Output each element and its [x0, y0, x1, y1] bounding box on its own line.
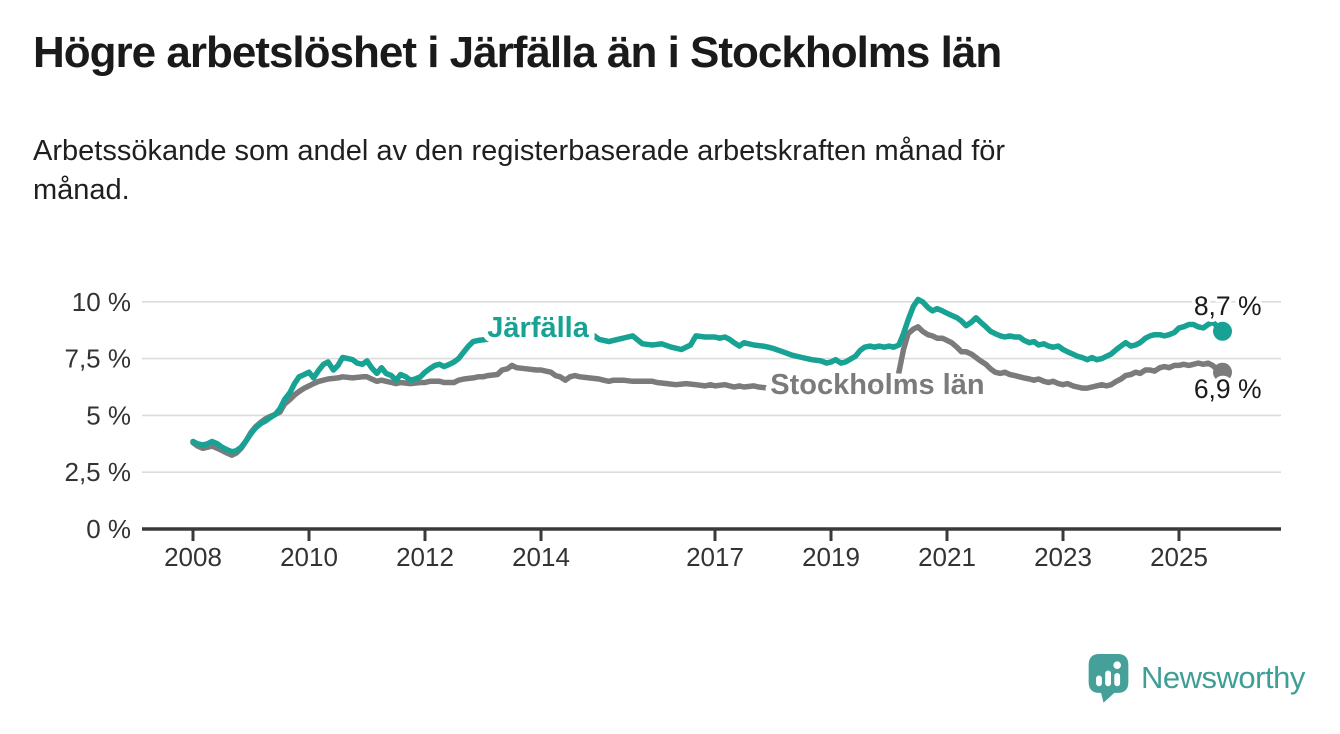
subtitle-line-1: Arbetssökande som andel av den registerb…	[33, 135, 1006, 167]
end-value-label-stockholms-l-n: 6,9 %	[1194, 374, 1262, 404]
series-label-stockholms-l-n: Stockholms län	[770, 369, 984, 401]
stockholms-l-n-end-dot	[1213, 362, 1232, 382]
y-tick-label: 7,5 %	[65, 344, 132, 374]
y-tick-label: 0 %	[86, 514, 131, 544]
y-tick-label: 2,5 %	[65, 457, 132, 487]
y-tick-label: 5 %	[86, 400, 131, 430]
x-tick-label: 2010	[280, 542, 338, 572]
x-tick-label: 2012	[396, 542, 454, 572]
y-tick-label: 10 %	[72, 287, 131, 317]
x-tick-label: 2023	[1034, 542, 1092, 572]
x-tick-label: 2021	[918, 542, 976, 572]
series-label-j-rf-lla: Järfälla	[487, 312, 589, 344]
newsworthy-logo: Newsworthy	[1087, 652, 1305, 704]
chart-subtitle: Arbetssökande som andel av den registerb…	[33, 132, 1253, 209]
end-value-label-j-rf-lla: 8,7 %	[1194, 291, 1262, 321]
x-tick-label: 2014	[512, 542, 570, 572]
x-tick-label: 2025	[1150, 542, 1208, 572]
x-tick-label: 2008	[164, 542, 222, 572]
x-tick-label: 2019	[802, 542, 860, 572]
subtitle-line-2: månad.	[33, 173, 130, 206]
j-rf-lla-end-dot	[1213, 321, 1232, 341]
stockholms-l-n-line	[190, 324, 1226, 458]
x-tick-label: 2017	[686, 542, 744, 572]
j-rf-lla-line	[190, 296, 1226, 455]
bar-chart-speech-bubble-icon	[1088, 654, 1129, 703]
page-title: Högre arbetslöshet i Järfälla än i Stock…	[33, 28, 1002, 77]
newsworthy-logo-text: Newsworthy	[1141, 660, 1305, 695]
